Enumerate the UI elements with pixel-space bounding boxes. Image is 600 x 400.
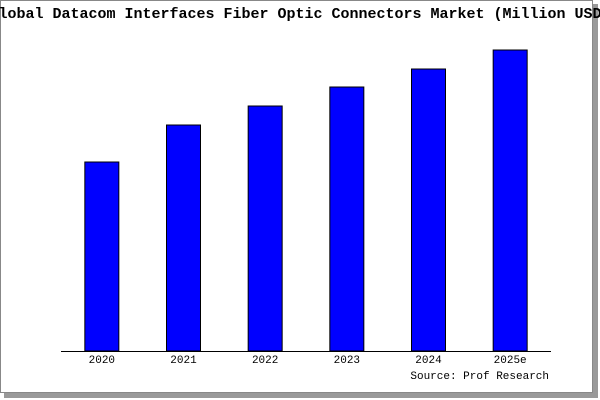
bar <box>329 86 365 352</box>
x-tick-label: 2020 <box>89 355 115 367</box>
bar <box>84 161 120 352</box>
x-tick-label: 2025e <box>494 355 527 367</box>
x-tick-label: 2022 <box>252 355 278 367</box>
bar <box>166 124 201 352</box>
x-tick-label: 2023 <box>334 355 360 367</box>
source-note: Source: Prof Research <box>410 371 549 383</box>
chart-title: Global Datacom Interfaces Fiber Optic Co… <box>0 6 600 23</box>
x-tick-label: 2024 <box>415 355 442 367</box>
plot-area <box>61 40 551 351</box>
bar <box>492 49 528 352</box>
x-tick-label: 2021 <box>170 355 197 367</box>
bar <box>247 105 283 352</box>
bar <box>411 68 446 352</box>
